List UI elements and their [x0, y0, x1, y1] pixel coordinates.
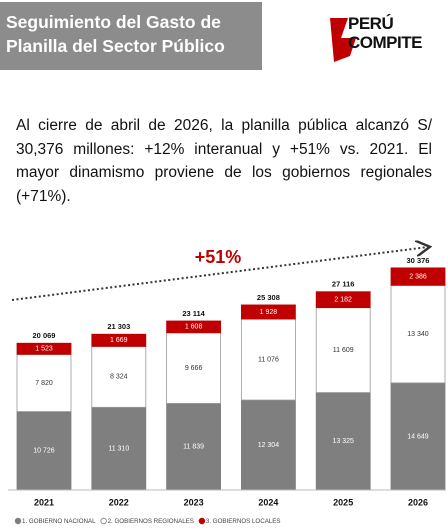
x-tick-label: 2026	[408, 497, 428, 507]
value-label: 9 666	[185, 365, 203, 372]
value-label: 12 304	[258, 442, 280, 449]
bar-segment	[240, 399, 296, 491]
bar-segment	[240, 304, 296, 320]
value-label: 2 386	[409, 273, 427, 280]
total-label: 25 308	[257, 293, 280, 302]
total-label: 20 069	[33, 331, 56, 340]
title-line: Planilla del Sector Público	[6, 36, 225, 56]
header: Seguimiento del Gasto de Planilla del Se…	[0, 2, 262, 70]
legend-marker	[198, 517, 206, 525]
value-label: 10 726	[33, 448, 55, 455]
legend-label: 1. GOBIERNO NACIONAL	[22, 518, 96, 525]
value-label: 11 076	[258, 356, 279, 363]
bar-segment	[315, 392, 371, 491]
bar-segment	[390, 267, 446, 286]
legend-marker	[14, 517, 22, 525]
value-label: 14 649	[407, 433, 429, 440]
bar-segment	[315, 291, 371, 309]
bar-segment	[91, 333, 147, 347]
logo-text: PERÚ	[348, 14, 394, 33]
x-tick-label: 2025	[333, 497, 353, 507]
bar-segment	[390, 284, 446, 384]
value-label: 13 340	[407, 331, 429, 338]
value-label: 11 609	[333, 347, 354, 354]
legend-label: 2. GOBIERNOS REGIONALES	[108, 518, 194, 525]
total-label: 21 303	[107, 322, 130, 331]
x-tick-label: 2022	[109, 497, 129, 507]
value-label: 13 325	[332, 438, 354, 445]
total-label: 30 376	[407, 256, 430, 265]
value-label: 2 182	[334, 297, 352, 304]
title-line: Seguimiento del Gasto de	[6, 12, 221, 32]
x-tick-label: 2023	[184, 497, 204, 507]
logo: PERÚ COMPITE	[348, 14, 422, 52]
bar-segment	[16, 342, 72, 355]
value-label: 1 928	[260, 309, 278, 316]
value-label: 11 839	[183, 444, 204, 451]
value-label: 8 324	[110, 374, 128, 381]
bar-segment	[16, 411, 72, 491]
bar-segment	[16, 353, 72, 412]
total-label: 27 116	[332, 280, 355, 289]
bar-segment	[166, 320, 222, 334]
bar-segment	[240, 318, 296, 401]
bar-segment	[390, 382, 446, 491]
total-label: 23 114	[182, 309, 205, 318]
logo-text: COMPITE	[348, 33, 422, 52]
logo-mark	[330, 18, 356, 62]
annotation: +51%	[195, 247, 242, 267]
legend-marker	[100, 517, 107, 525]
bar-segment	[315, 307, 371, 393]
value-label: 11 310	[108, 445, 129, 452]
x-tick-label: 2024	[258, 497, 278, 507]
x-tick-label: 2021	[34, 497, 54, 507]
intro-text: Al cierre de abril de 2026, la planilla …	[16, 117, 432, 205]
value-label: 1 523	[35, 346, 53, 353]
value-label: 7 820	[35, 380, 53, 387]
legend-label: 3. GOBIERNOS LOCALES	[206, 518, 281, 525]
value-label: 1 608	[185, 324, 203, 331]
value-label: 1 669	[110, 337, 128, 344]
